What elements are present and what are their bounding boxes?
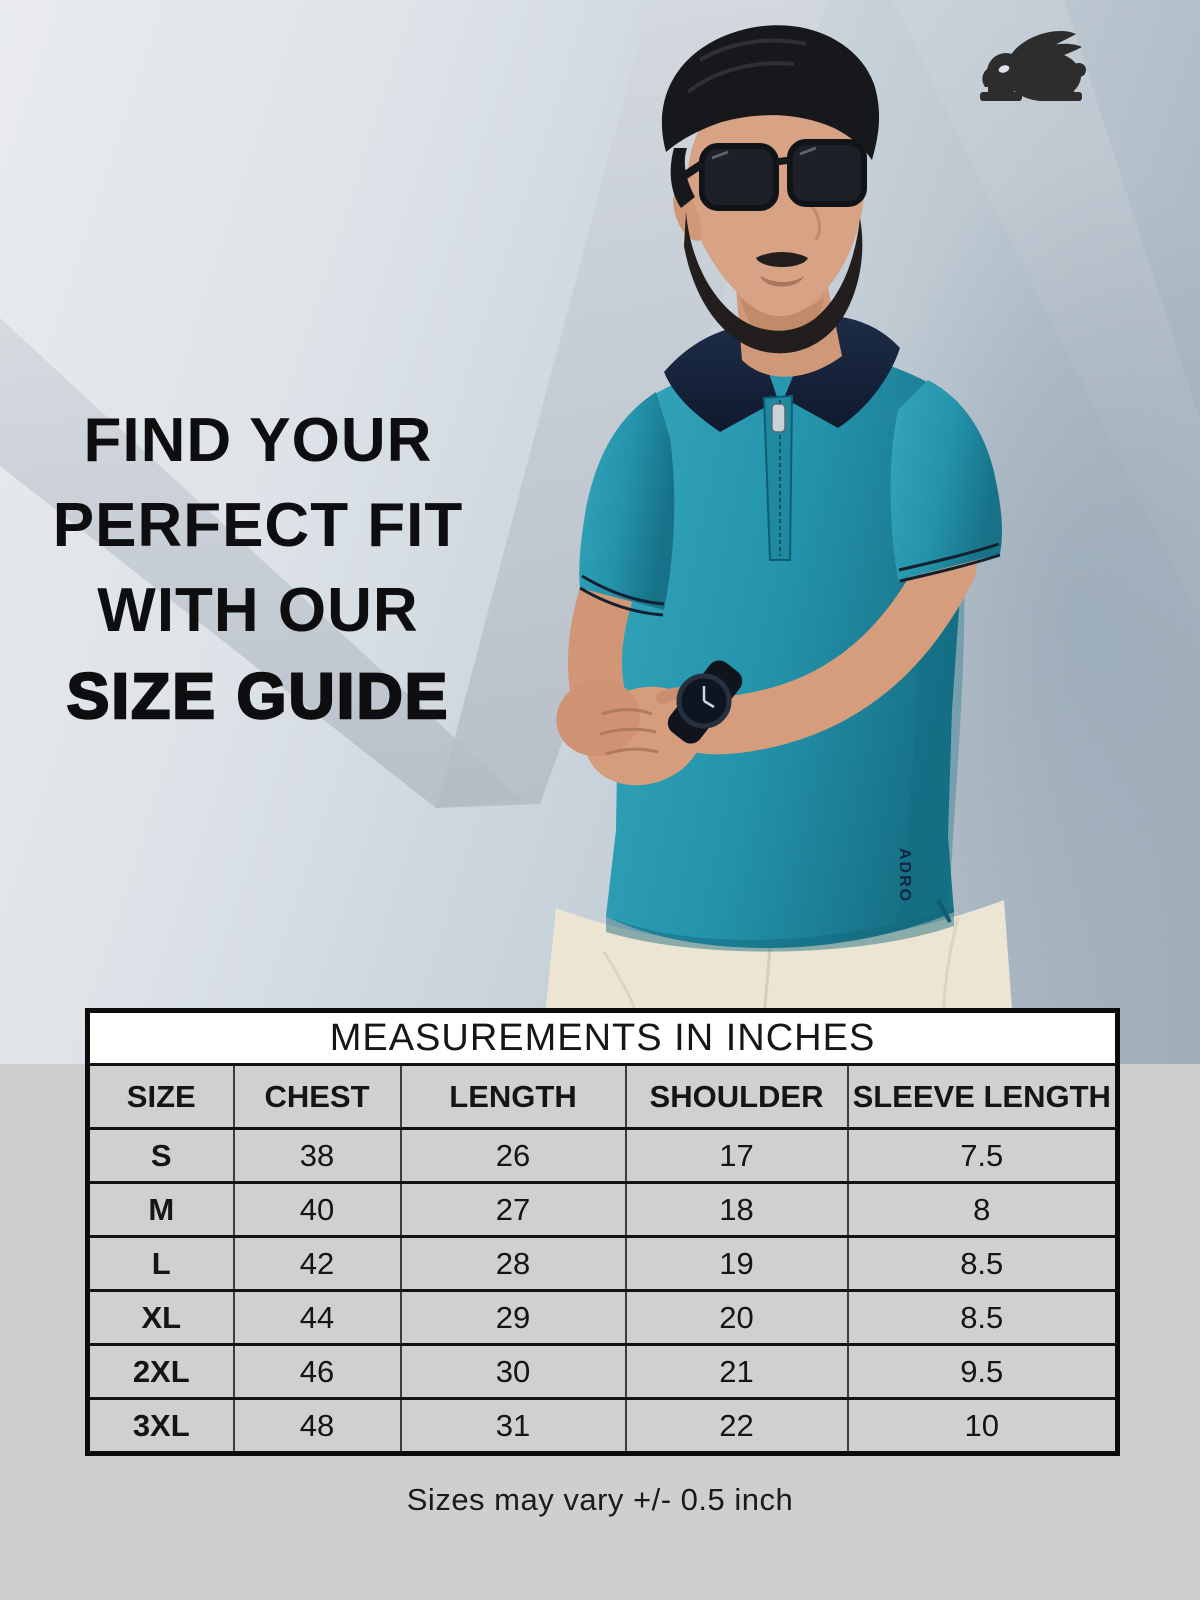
headline: FIND YOUR PERFECT FIT WITH OUR SIZE GUID… (36, 398, 480, 739)
size-cell: 2XL (87, 1343, 234, 1399)
col-header-sleeve-length: SLEEVE LENGTH (846, 1063, 1118, 1129)
sleeve-length-cell: 9.5 (846, 1343, 1118, 1399)
shoulder-cell: 22 (624, 1397, 848, 1454)
table-row-s: S 38 26 17 7.5 (87, 1127, 1118, 1183)
shirt-hem (606, 908, 954, 952)
table-row-2xl: 2XL 46 30 21 9.5 (87, 1343, 1118, 1399)
chest-cell: 46 (232, 1343, 401, 1399)
zip-placket (762, 394, 794, 561)
sleeve-length-cell: 8 (846, 1181, 1118, 1237)
check-left-stroke (0, 318, 522, 808)
shoulder-cell: 17 (624, 1127, 848, 1183)
watch (667, 660, 743, 744)
size-table-wrap: MEASUREMENTS IN INCHES SIZE CHEST LENGTH… (85, 1008, 1120, 1456)
sleeve-length-cell: 8.5 (846, 1235, 1118, 1291)
table-row-l: L 42 28 19 8.5 (87, 1235, 1118, 1291)
chest-cell: 44 (232, 1289, 401, 1345)
shoulder-cell: 20 (624, 1289, 848, 1345)
headline-line-2: PERFECT FIT (52, 491, 464, 560)
length-cell: 26 (399, 1127, 626, 1183)
size-variance-note: Sizes may vary +/- 0.5 inch (406, 1482, 794, 1517)
length-cell: 27 (399, 1181, 626, 1237)
hair (661, 25, 880, 208)
table-title: MEASUREMENTS IN INCHES (87, 1010, 1118, 1065)
polo-shirt (606, 350, 968, 952)
length-cell: 29 (399, 1289, 626, 1345)
right-forearm (671, 537, 977, 755)
table-header-row: SIZE CHEST LENGTH SHOULDER SLEEVE LENGTH (87, 1063, 1118, 1129)
glasses-temple (681, 160, 705, 180)
chest-cell: 38 (232, 1127, 401, 1183)
headline-line-3: WITH OUR (97, 576, 419, 645)
lips (760, 276, 804, 287)
sleeve-length-cell: 10 (846, 1397, 1118, 1454)
shoulder-cell: 21 (624, 1343, 848, 1399)
size-cell: M (87, 1181, 234, 1237)
size-cell: XL (87, 1289, 234, 1345)
table-title-row: MEASUREMENTS IN INCHES (87, 1010, 1118, 1065)
col-header-shoulder: SHOULDER (624, 1063, 848, 1129)
shoulder-cell: 19 (624, 1235, 848, 1291)
finger-lines (599, 708, 659, 756)
sideburn (670, 148, 695, 208)
table-row-xl: XL 44 29 20 8.5 (87, 1289, 1118, 1345)
shirt-logo-text: ADRO (896, 848, 913, 903)
table-row-m: M 40 27 18 8 (87, 1181, 1118, 1237)
sleeves (579, 380, 1002, 617)
chest-cell: 40 (232, 1181, 401, 1237)
col-header-chest: CHEST (232, 1063, 401, 1129)
photo-section: ADRO FIND YOUR PERFECT FIT WITH OUR SIZE… (0, 0, 1200, 1064)
size-cell: S (87, 1127, 234, 1183)
watch-hands (702, 686, 715, 709)
hem-side-slit (936, 899, 952, 923)
headline-line-4: SIZE GUIDE (65, 659, 450, 734)
lens-glint (711, 146, 817, 160)
chest-cell: 48 (232, 1397, 401, 1454)
mustache (756, 252, 808, 267)
col-header-length: LENGTH (399, 1063, 626, 1129)
col-header-size: SIZE (87, 1063, 234, 1129)
model-photo: ADRO (540, 25, 1016, 1064)
size-cell: 3XL (87, 1397, 234, 1454)
headline-line-1: FIND YOUR (83, 406, 433, 475)
chest-cell: 42 (232, 1235, 401, 1291)
length-cell: 31 (399, 1397, 626, 1454)
rabbit-logo-icon (980, 30, 1086, 101)
sleeve-length-cell: 8.5 (846, 1289, 1118, 1345)
sunglasses (681, 139, 867, 211)
size-table: MEASUREMENTS IN INCHES SIZE CHEST LENGTH… (85, 1008, 1120, 1456)
size-cell: L (87, 1235, 234, 1291)
length-cell: 30 (399, 1343, 626, 1399)
hair-gloss (686, 38, 807, 94)
length-cell: 28 (399, 1235, 626, 1291)
zipper-pull (771, 403, 786, 433)
rabbit-eye (998, 65, 1010, 73)
nose (810, 205, 821, 241)
beard (684, 212, 863, 354)
table-row-3xl: 3XL 48 31 22 10 (87, 1397, 1118, 1454)
sleeve-length-cell: 7.5 (846, 1127, 1118, 1183)
glasses-bridge (775, 156, 791, 166)
shoulder-cell: 18 (624, 1181, 848, 1237)
